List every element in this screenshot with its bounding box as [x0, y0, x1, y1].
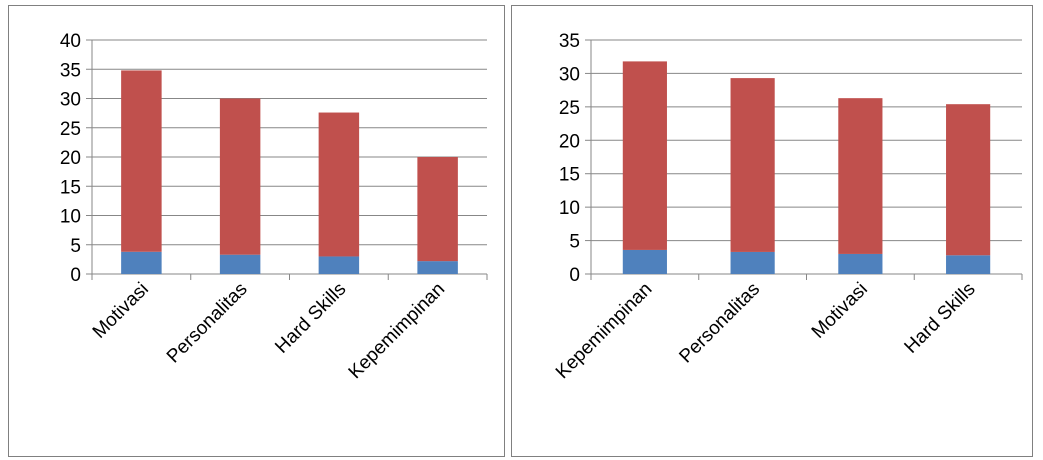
y-tick-label: 30 [60, 90, 81, 111]
bar-segment-personalitas-s1 [219, 254, 261, 274]
y-tick-label: 10 [60, 207, 81, 228]
x-category-label: Kepemimpinan [345, 279, 449, 383]
stacked-bar-chart-left: 0 5 10 15 20 25 30 35 40 Motivasi Personalitas Hard… [60, 31, 488, 383]
y-tick-label: 35 [559, 31, 580, 52]
y-tick-label: 20 [559, 131, 580, 152]
y-tick-label: 0 [569, 265, 580, 286]
y-tick-label: 25 [559, 98, 580, 119]
y-tick-label: 5 [569, 232, 580, 253]
bar-segment-hard-skills-s2 [318, 112, 360, 257]
y-tick-label: 40 [60, 31, 81, 52]
x-category-label: Personalitas [163, 279, 252, 368]
bar-segment-kepemimpinan-s2 [417, 157, 458, 262]
x-category-label: Kepemimpinan [552, 279, 656, 383]
y-tick-label: 0 [70, 265, 81, 286]
y-tick-label: 35 [60, 60, 81, 81]
bar-segment-personalitas-s1 [730, 251, 775, 274]
bar-segment-kepemimpinan-s1 [622, 249, 667, 274]
y-tick-label: 25 [60, 119, 81, 140]
bar-segment-hard-skills-s1 [318, 256, 360, 274]
bar-segment-motivasi-s1 [838, 253, 883, 274]
x-category-label: Hard Skills [901, 279, 980, 358]
stacked-bar-chart-right: 0 5 10 15 20 25 30 35 Kepemimpinan Personalitas Mo… [552, 31, 1023, 383]
x-category-label: Motivasi [89, 279, 153, 343]
bar-segment-motivasi-s2 [838, 98, 883, 254]
chart-panel-right: 0 5 10 15 20 25 30 35 Kepemimpinan Personalitas Mo… [511, 5, 1033, 457]
y-tick-label: 5 [70, 236, 81, 257]
y-tick-label: 15 [60, 177, 81, 198]
bar-segment-hard-skills-s1 [946, 255, 991, 274]
y-tick-label: 10 [559, 198, 580, 219]
bar-segment-motivasi-s1 [121, 251, 162, 274]
bar-segment-personalitas-s2 [730, 78, 775, 252]
x-category-label: Motivasi [808, 279, 872, 343]
bar-segment-hard-skills-s2 [946, 104, 991, 256]
bar-segment-personalitas-s2 [219, 98, 261, 255]
bar-segment-kepemimpinan-s2 [622, 61, 667, 250]
bar-segment-motivasi-s2 [121, 70, 162, 252]
x-category-label: Hard Skills [271, 279, 350, 358]
y-tick-label: 20 [60, 148, 81, 169]
chart-panel-left: 0 5 10 15 20 25 30 35 40 Motivasi Personalitas Hard… [8, 5, 505, 457]
bar-segment-kepemimpinan-s1 [417, 261, 458, 274]
x-category-label: Personalitas [675, 279, 764, 368]
y-tick-label: 15 [559, 165, 580, 186]
y-tick-label: 30 [559, 64, 580, 85]
